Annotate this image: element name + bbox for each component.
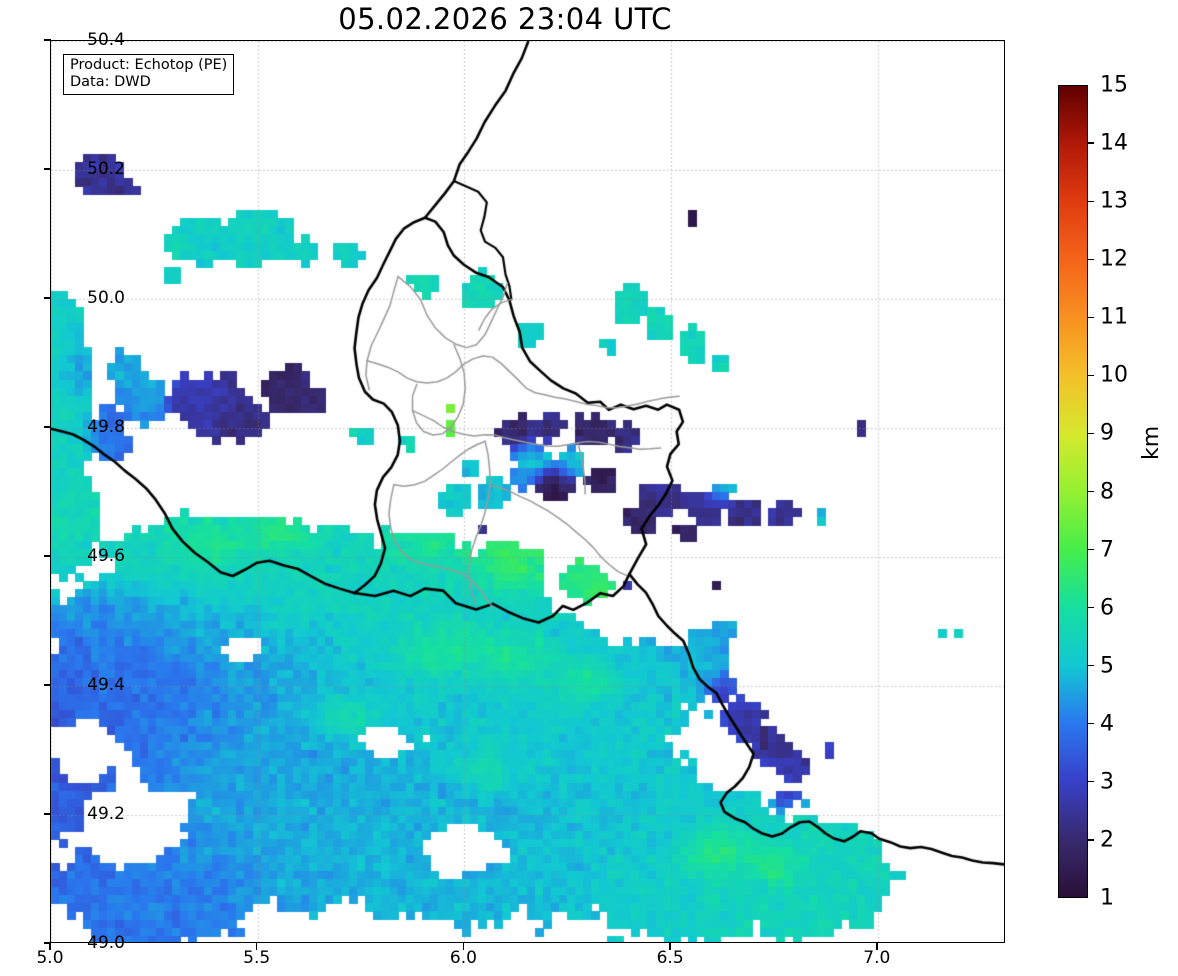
colorbar-gradient: [1059, 86, 1087, 897]
x-axis-tick-mark: [876, 943, 878, 950]
y-axis-tick-label: 49.8: [87, 417, 125, 437]
x-axis-tick-label: 5.0: [36, 948, 64, 968]
colorbar-tick-mark: [1088, 316, 1094, 318]
colorbar-tick-label: 2: [1100, 827, 1114, 853]
y-axis-tick-label: 50.0: [87, 288, 125, 308]
y-axis-tick-mark: [44, 426, 51, 428]
y-axis-tick-label: 49.4: [87, 675, 125, 695]
colorbar-tick-mark: [1088, 200, 1094, 202]
y-axis-tick-label: 49.6: [87, 546, 125, 566]
colorbar-tick-mark: [1088, 665, 1094, 667]
colorbar-tick-mark: [1088, 490, 1094, 493]
colorbar-tick-mark: [1088, 607, 1094, 609]
colorbar-tick-label: 8: [1100, 479, 1114, 504]
x-axis-tick-label: 5.5: [243, 948, 271, 968]
colorbar-tick-label: 3: [1100, 769, 1114, 795]
x-axis-tick-mark: [669, 943, 671, 950]
colorbar-tick-label: 10: [1100, 362, 1128, 388]
product-info-line-2: Data: DWD: [70, 74, 151, 90]
colorbar-tick-label: 7: [1100, 537, 1114, 563]
colorbar-tick-label: 5: [1100, 653, 1114, 679]
x-axis-tick-mark: [462, 943, 465, 950]
y-axis-tick-mark: [44, 297, 51, 299]
colorbar-tick-label: 14: [1100, 130, 1128, 156]
product-info-line-1: Product: Echotop (PE): [70, 57, 228, 73]
colorbar-tick-mark: [1088, 258, 1094, 260]
colorbar-tick-label: 1: [1100, 885, 1114, 911]
colorbar-tick-label: 13: [1100, 188, 1128, 214]
colorbar-tick-label: 6: [1100, 595, 1114, 621]
x-axis-tick-mark: [49, 943, 51, 950]
y-axis-tick-mark: [44, 39, 51, 41]
y-axis-tick-label: 49.0: [87, 933, 125, 953]
colorbar-tick-mark: [1088, 142, 1094, 144]
x-axis-tick-label: 7.0: [863, 948, 891, 968]
page-title: 05.02.2026 23:04 UTC: [338, 2, 672, 36]
colorbar-tick-mark: [1088, 781, 1094, 783]
x-axis-tick-label: 6.0: [449, 948, 477, 968]
colorbar-tick-label: 11: [1100, 304, 1128, 330]
colorbar-tick-mark: [1088, 432, 1094, 435]
x-axis-tick-label: 6.5: [656, 948, 684, 968]
product-info-box: Product: Echotop (PE) Data: DWD: [63, 54, 235, 95]
colorbar-tick-label: 12: [1100, 246, 1128, 272]
colorbar-tick-label: 4: [1100, 711, 1114, 737]
y-axis-tick-label: 50.4: [87, 30, 125, 50]
colorbar[interactable]: [1058, 85, 1088, 898]
y-axis-tick-label: 50.2: [87, 159, 125, 179]
y-axis-tick-mark: [44, 555, 51, 557]
y-axis-tick-label: 49.2: [87, 804, 125, 824]
map-plot-area[interactable]: Product: Echotop (PE) Data: DWD: [50, 40, 1005, 943]
colorbar-tick-label: 9: [1100, 420, 1114, 446]
colorbar-tick-label: 15: [1100, 72, 1128, 98]
y-axis-tick-mark: [44, 684, 51, 686]
y-axis-tick-mark: [44, 168, 51, 170]
colorbar-tick-mark: [1088, 839, 1094, 841]
y-axis-tick-mark: [44, 942, 51, 944]
colorbar-tick-mark: [1088, 548, 1094, 551]
y-axis-tick-mark: [44, 813, 51, 815]
radar-echotop-raster: [51, 41, 1004, 942]
colorbar-tick-mark: [1088, 723, 1094, 725]
colorbar-tick-mark: [1088, 374, 1094, 376]
x-axis-tick-mark: [256, 943, 258, 950]
colorbar-axis-label: km: [1139, 425, 1164, 460]
